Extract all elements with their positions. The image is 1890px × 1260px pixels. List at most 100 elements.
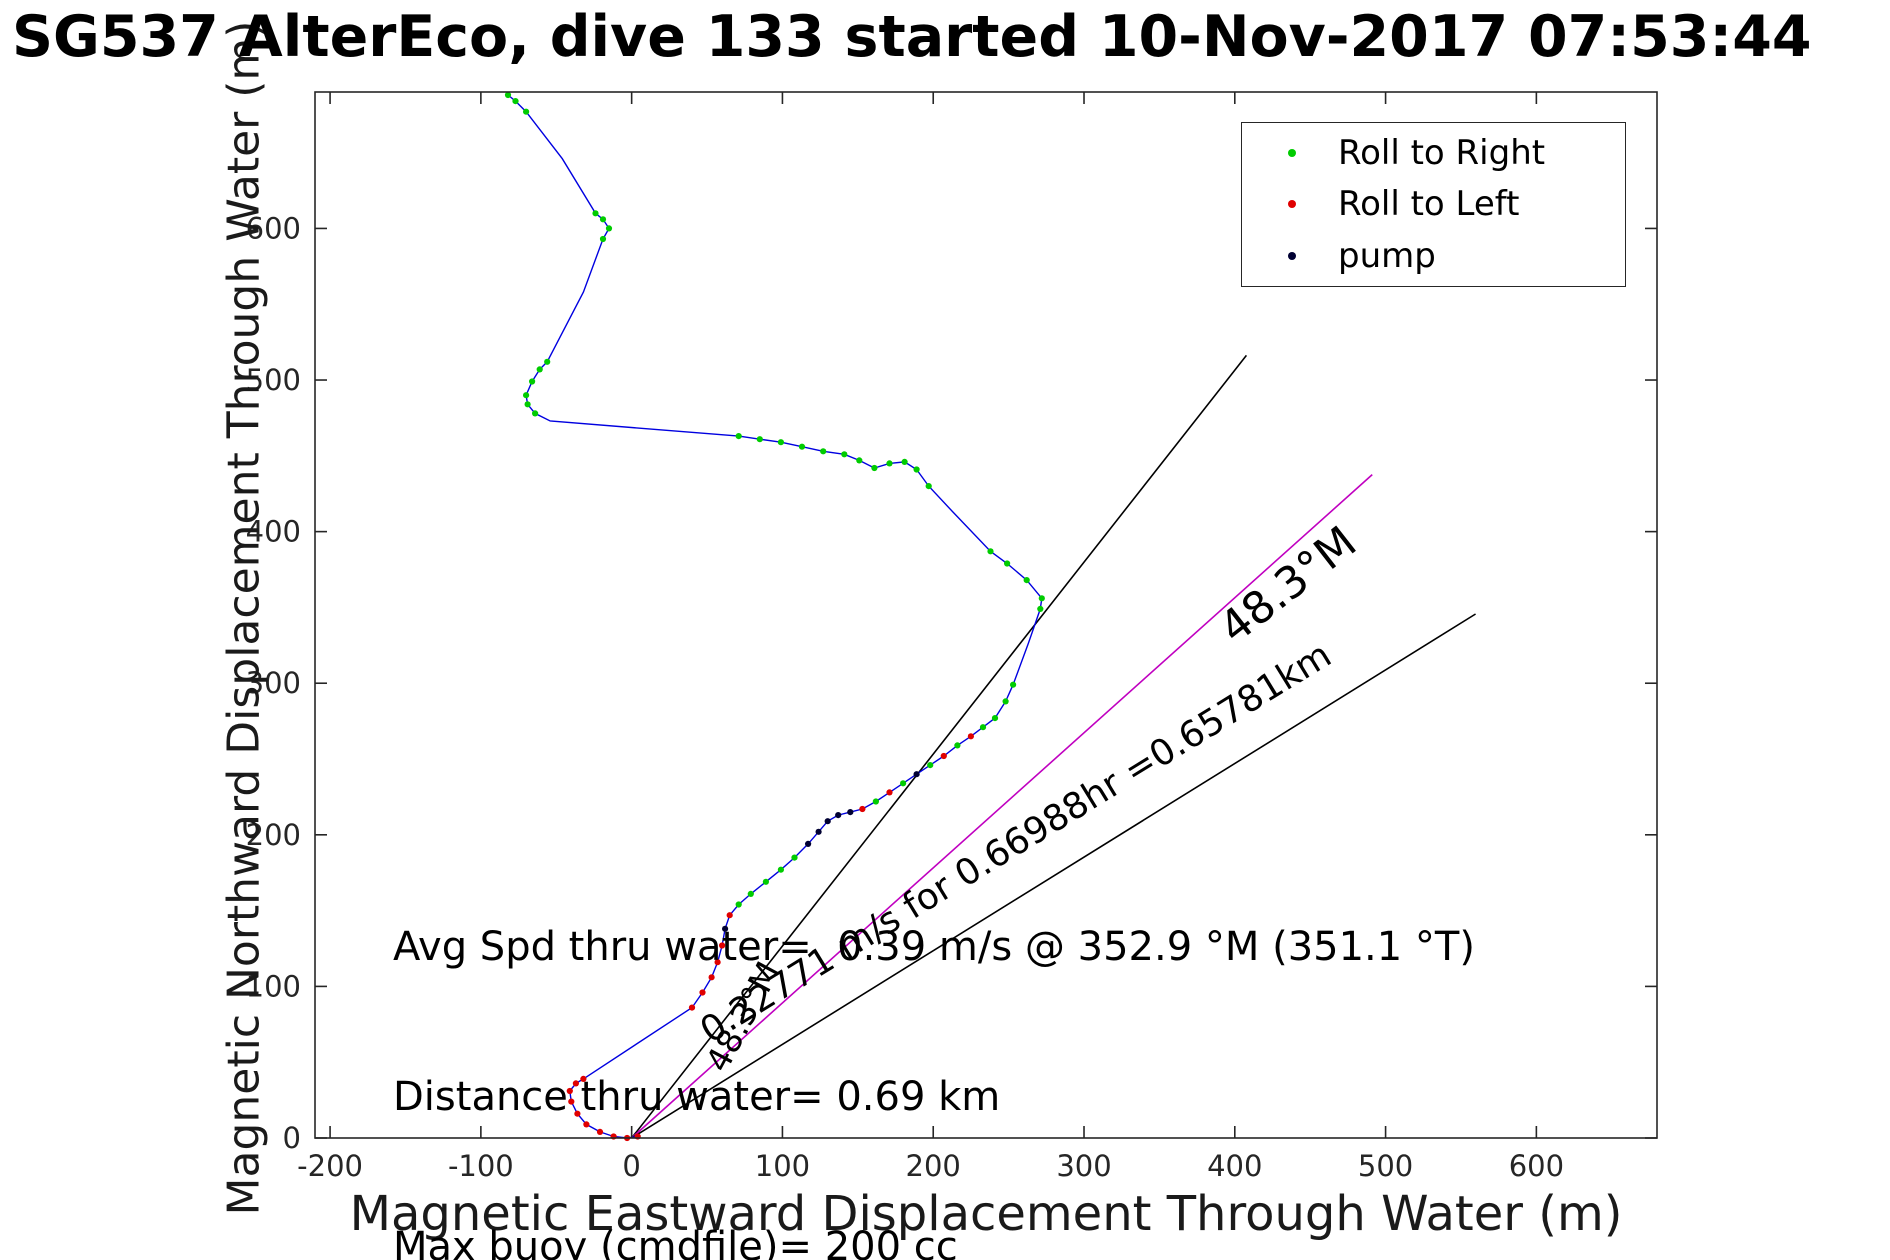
roll-to-left-sample-marker [688,1004,696,1011]
roll-to-left-sample-marker [726,912,733,919]
x-tick-label: 0 [622,1149,640,1183]
roll-to-right-sample-marker [762,878,770,885]
x-tick-label: -100 [448,1149,514,1183]
pump-sample-marker [847,809,854,816]
roll-to-right-sample-marker [599,216,607,223]
roll-to-left-sample-marker [568,1098,575,1105]
legend-item-roll-to-right: Roll to Right [1242,133,1625,173]
displacement-vector-line [631,474,1373,1139]
pump-sample-marker [805,840,812,848]
y-tick-label: 0 [283,1121,301,1155]
axes-box [314,91,1658,1139]
pump-marker-icon [1288,252,1296,261]
roll-to-right-sample-marker [1004,560,1011,567]
roll-to-right-sample-marker [925,483,932,490]
x-tick-label: 600 [1509,1149,1564,1183]
x-tick-label: 100 [755,1149,810,1183]
pump-sample-marker [815,828,822,835]
roll-to-right-sample-marker [820,448,827,455]
roll-to-right-sample-marker [592,210,599,217]
roll-to-right-sample-marker [913,466,920,473]
roll-to-right-sample-marker [735,901,742,908]
roll-to-right-sample-marker [747,890,754,898]
roll-to-right-sample-marker [735,433,742,440]
roll-to-right-sample-marker [504,91,512,99]
stat-max-buoy: Max buoy (cmdfile)= 200 cc [393,1224,958,1260]
legend-item-pump: pump [1242,236,1625,276]
roll-to-right-sample-marker [886,460,893,467]
roll-to-right-sample-marker [524,401,531,408]
roll-to-left-sample-marker [940,752,947,760]
legend-label-roll-to-left: Roll to Left [1338,184,1520,225]
x-tick-label: 200 [906,1149,961,1183]
roll-to-left-sample-marker [583,1121,590,1128]
roll-to-right-sample-marker [523,108,530,115]
roll-to-right-sample-marker [991,715,999,722]
legend-item-roll-to-left: Roll to Left [1242,184,1625,224]
roll-to-right-sample-marker [871,464,878,472]
roll-to-right-sample-marker [856,457,863,464]
roll-to-right-sample-marker [512,98,519,105]
roll-to-right-sample-marker [900,780,907,787]
legend-label-pump: pump [1338,236,1436,277]
bearing-annotation: 48.3°M [1210,517,1366,654]
pump-sample-marker [835,812,842,819]
y-tick-label: 600 [246,211,301,245]
roll-to-left-sample-marker [566,1087,573,1095]
x-tick-label: 400 [1207,1149,1262,1183]
legend-label-roll-to-right: Roll to Right [1338,132,1546,173]
legend: Roll to Right Roll to Left pump [1241,122,1626,287]
roll-to-left-sample-marker [574,1110,581,1117]
pump-sample-marker [722,925,729,932]
x-axis-label: Magnetic Eastward Displacement Through W… [349,1186,1623,1242]
roll-to-right-sample-marker [979,724,987,731]
roll-to-right-sample-marker [798,443,806,450]
roll-to-left-marker-icon [1288,200,1296,209]
roll-to-right-sample-marker [777,439,785,446]
dive-statistics-block: Avg Spd thru water= 0.39 m/s @ 352.9 °M … [393,822,1475,1260]
roll-to-left-sample-marker [596,1128,604,1135]
plot-title: SG537 AlterEco, dive 133 started 10-Nov-… [12,4,1812,70]
roll-to-right-sample-marker [791,854,798,861]
roll-to-left-sample-marker [719,942,726,949]
roll-to-right-sample-marker [901,458,908,465]
roll-to-left-sample-marker [699,989,706,996]
roll-to-right-sample-marker [532,410,539,417]
y-tick-label: 100 [246,969,301,1003]
roll-to-right-sample-marker [1038,595,1045,602]
stat-avg-speed: Avg Spd thru water= 0.39 m/s @ 352.9 °M … [393,924,1475,970]
roll-to-right-sample-marker [1010,681,1017,688]
y-axis-label: Magnetic Northward Displacement Through … [218,20,270,1216]
y-tick-label: 500 [246,363,301,397]
roll-to-left-sample-marker [580,1075,587,1082]
y-tick-label: 400 [246,515,301,549]
roll-to-right-sample-marker [1002,698,1009,705]
roll-to-right-sample-marker [987,548,994,555]
heading-fan-left-line [631,354,1248,1139]
roll-to-left-sample-marker [967,733,975,740]
roll-to-right-sample-marker [1037,605,1044,613]
x-tick-label: -200 [297,1149,363,1183]
roll-to-right-marker-icon [1288,148,1296,157]
roll-to-right-sample-marker [777,866,785,873]
y-tick-label: 300 [246,666,301,700]
roll-to-left-sample-marker [886,789,893,796]
x-tick-label: 500 [1358,1149,1413,1183]
roll-to-right-sample-marker [544,358,551,365]
roll-to-right-sample-marker [605,225,613,232]
roll-to-right-sample-marker [536,366,543,373]
roll-to-left-sample-marker [572,1080,580,1087]
heading-fan-right-line [631,613,1476,1139]
roll-to-right-sample-marker [756,436,763,443]
roll-to-left-sample-marker [708,974,715,981]
roll-to-right-sample-marker [1023,577,1030,584]
pump-sample-marker [913,771,920,778]
roll-to-right-sample-marker [599,235,607,243]
roll-to-right-sample-marker [841,451,848,458]
y-tick-label: 200 [246,818,301,852]
roll-to-right-sample-marker [872,798,880,805]
roll-to-right-sample-marker [529,378,536,385]
pump-sample-marker [824,818,831,825]
